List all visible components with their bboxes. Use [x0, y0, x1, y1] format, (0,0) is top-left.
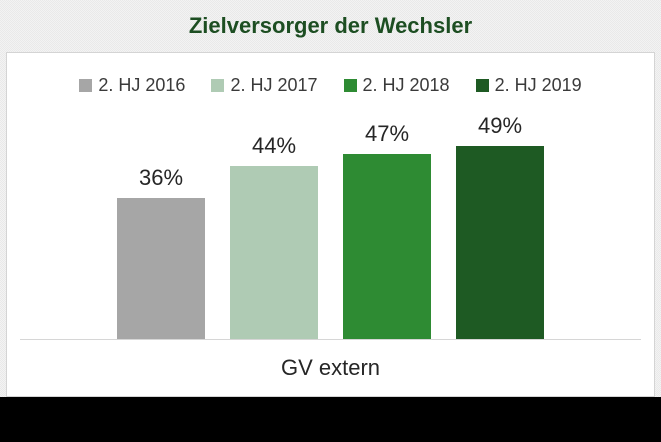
legend-swatch-icon: [343, 79, 357, 92]
bar-2-hj-2016[interactable]: [117, 198, 205, 339]
bar-value-label: 36%: [138, 165, 184, 190]
bar-2-hj-2017[interactable]: [230, 166, 318, 339]
bar-group-1: 44%: [230, 133, 318, 339]
bar-value-label: 49%: [477, 113, 523, 138]
bar-2-hj-2019[interactable]: [456, 146, 544, 339]
legend-swatch-icon: [475, 79, 489, 92]
bar-group-0: 36%: [117, 165, 205, 339]
footer-bar: [0, 397, 661, 442]
chart-legend: 2. HJ 2016 2. HJ 2017 2. HJ 2018 2. HJ 2019: [7, 75, 654, 96]
bar-2-hj-2018[interactable]: [343, 154, 431, 339]
legend-label: 2. HJ 2017: [230, 75, 318, 95]
plot-area: 36% 44% 47% 49%: [20, 113, 641, 340]
legend-item-0[interactable]: 2. HJ 2016: [79, 75, 185, 96]
chart-title: Zielversorger der Wechsler: [188, 13, 473, 38]
legend-item-2[interactable]: 2. HJ 2018: [343, 75, 450, 96]
legend-item-1[interactable]: 2. HJ 2017: [211, 75, 318, 96]
title-strip: Zielversorger der Wechsler: [0, 0, 661, 52]
legend-label: 2. HJ 2018: [362, 75, 450, 95]
bar-value-label: 44%: [251, 133, 297, 158]
bar-value-label: 47%: [364, 121, 410, 146]
legend-label: 2. HJ 2019: [494, 75, 582, 95]
legend-swatch-icon: [79, 79, 93, 92]
legend-item-3[interactable]: 2. HJ 2019: [475, 75, 582, 96]
legend-swatch-icon: [211, 79, 225, 92]
x-axis-category-label: GV extern: [280, 355, 381, 380]
legend-label: 2. HJ 2016: [98, 75, 186, 95]
chart-panel: 2. HJ 2016 2. HJ 2017 2. HJ 2018 2. HJ 2019…: [6, 52, 655, 397]
bar-group-2: 47%: [343, 121, 431, 339]
bar-group-3: 49%: [456, 113, 544, 339]
